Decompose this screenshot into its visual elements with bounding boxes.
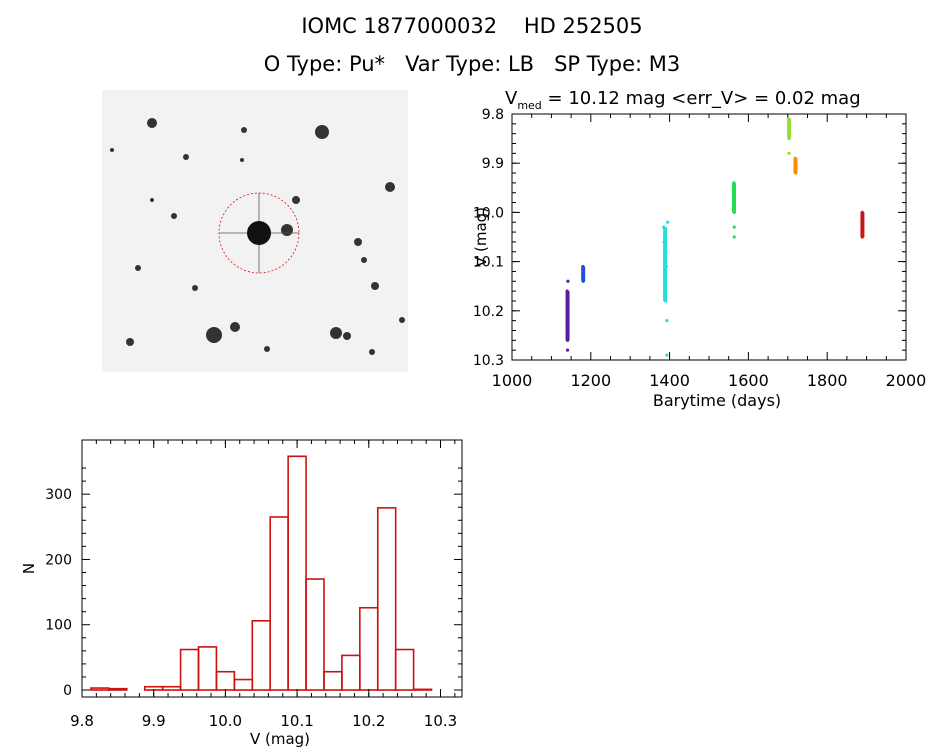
light-curve-title: Vmed = 10.12 mag <err_V> = 0.02 mag [505,88,861,112]
y-tick-label: 300 [45,487,72,503]
sky-star [361,257,367,263]
sky-star [369,349,375,355]
sky-star [192,285,198,291]
data-point-cluster [565,291,570,341]
histogram-bar [251,620,272,691]
histogram-bar [197,646,218,691]
data-point [732,225,736,229]
sky-star [292,196,300,204]
sky-star [371,282,379,290]
y-tick-label: 10.0 [473,205,504,221]
x-tick-label: 9.8 [70,712,94,730]
histogram-bar [269,516,289,691]
data-point-cluster [793,158,798,174]
sky-star [399,317,405,323]
histogram-bar [341,654,361,691]
data-point-cluster [860,212,865,237]
y-tick-label: 9.9 [482,156,504,172]
data-point [566,279,570,283]
x-tick-label: 10.0 [209,712,242,730]
data-point-cluster [663,227,668,301]
x-tick-label: 1800 [807,371,848,390]
y-tick-label: 0 [63,683,72,699]
x-tick-label: 2000 [886,371,927,390]
sky-star [135,265,141,271]
x-tick-label: 10.2 [352,712,385,730]
histogram-bar [287,455,307,691]
sky-star [206,327,222,343]
sky-star [315,125,329,139]
sky-star [241,127,247,133]
sky-star [240,158,244,162]
y-axis-label: N [20,563,38,574]
histogram-bar [305,578,325,691]
histogram-bar [215,670,236,691]
data-point [732,235,736,239]
sky-star [354,238,362,246]
x-tick-label: 10.3 [424,712,457,730]
sky-star [110,148,114,152]
y-tick-label: 10.2 [473,304,504,320]
chart-title-line1: IOMC 1877000032 HD 252505 [301,14,643,38]
y-tick-label: 10.1 [473,255,504,271]
sky-star [264,346,270,352]
sky-star [230,322,240,332]
data-point [787,151,791,155]
histogram-bar [323,670,343,691]
data-point-cluster [581,266,586,282]
x-tick-label: 9.9 [142,712,166,730]
sky-star [171,213,177,219]
y-tick-label: 10.3 [473,353,504,369]
y-tick-label: 100 [45,618,72,634]
sky-star [330,327,342,339]
histogram-bar [376,507,397,691]
data-point [565,348,570,352]
histogram-bar [108,687,128,691]
x-tick-label: 1000 [492,371,533,390]
sky-star [183,154,189,160]
target-star [247,221,271,245]
sky-stars [110,118,405,355]
histogram-bar [359,606,379,691]
histogram-bar [412,688,433,691]
y-tick-label: 9.8 [482,107,504,123]
sky-image [102,90,408,372]
sky-star [126,338,134,346]
histogram-bar [161,685,182,691]
histogram-bar [233,678,254,691]
y-tick-label: 200 [45,552,72,568]
sky-star [147,118,157,128]
sky-star [150,198,154,202]
histogram-bar [90,687,110,691]
histogram-bar [179,648,200,691]
y-axis-label: V (mag) [472,207,490,267]
chart-title-line2: O Type: Pu* Var Type: LB SP Type: M3 [263,52,681,76]
histogram-bar [394,648,415,691]
data-point-cluster [732,182,737,213]
data-point [665,319,669,323]
plot-frame [81,439,463,698]
aperture-circle [218,192,300,274]
light-curve-chart: 1000 1200 1400 1600 1800 2000 9.8 9.9 10.0 10.1 10… [472,88,927,410]
x-tick-label: 1200 [570,371,611,390]
data-point [665,353,669,357]
x-tick-label: 1400 [649,371,690,390]
sky-star [385,182,395,192]
x-tick-label: 1600 [728,371,769,390]
plot-frame [511,113,907,361]
sky-star [343,332,351,340]
data-point-cluster [787,118,792,139]
x-axis-label: Barytime (days) [653,391,781,410]
histogram-chart: 9.8 9.9 10.0 10.1 10.2 10.3 0 100 200 300 V (mag) N [20,439,463,747]
data-point [666,220,670,224]
x-tick-label: 10.1 [280,712,313,730]
x-axis-label: V (mag) [250,730,310,747]
